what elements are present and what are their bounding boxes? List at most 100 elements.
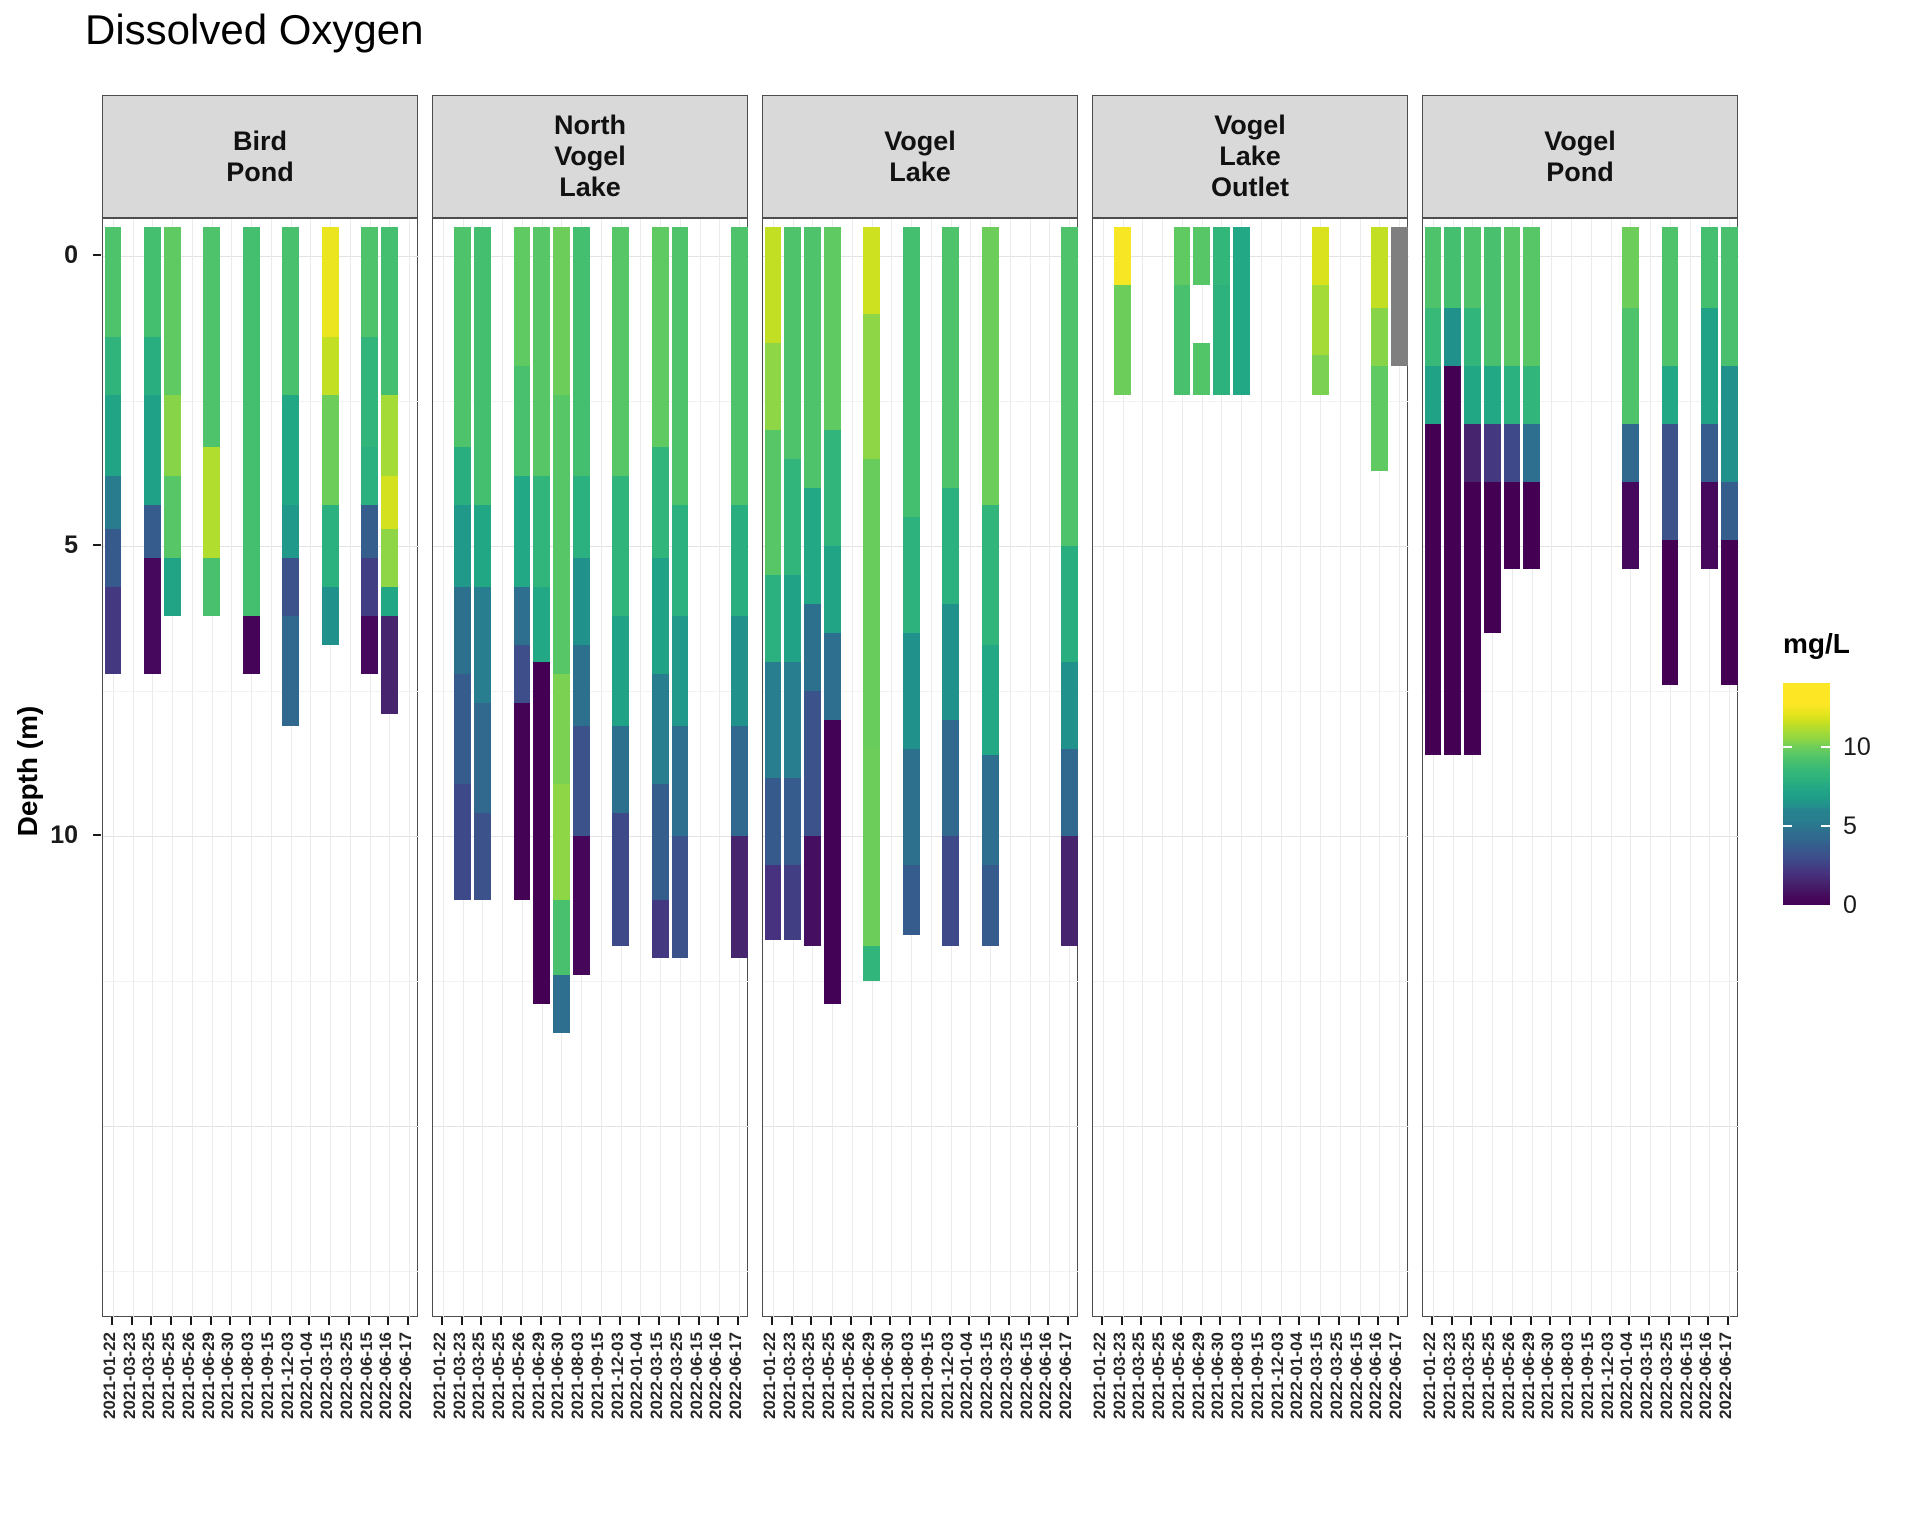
- bar-segment: [361, 557, 378, 616]
- x-tick-mark: [1687, 1317, 1690, 1325]
- bar-segment: [902, 227, 920, 517]
- gridline-vertical: [1709, 219, 1711, 1318]
- x-tick-mark: [1357, 1317, 1360, 1325]
- gridline-vertical: [330, 219, 332, 1318]
- bar-segment: [764, 778, 782, 865]
- gridline-vertical: [251, 219, 253, 1318]
- x-tick-mark: [948, 1317, 951, 1325]
- x-tick-mark: [130, 1317, 133, 1325]
- legend-tick-0: 0: [1843, 891, 1857, 919]
- x-tick-label: 2021-01-22: [1419, 1332, 1439, 1419]
- bar-segment: [612, 227, 629, 477]
- bar-segment: [1424, 366, 1442, 425]
- x-tick-label: 2022-01-04: [957, 1332, 977, 1419]
- gridline-vertical: [1162, 219, 1164, 1318]
- x-tick-label: 2022-01-04: [1617, 1332, 1637, 1419]
- bar-segment: [863, 314, 880, 459]
- gridline-vertical: [930, 219, 932, 1318]
- gridline-vertical: [1689, 219, 1691, 1318]
- x-tick-mark: [1298, 1317, 1301, 1325]
- bar-segment: [321, 395, 339, 506]
- gridline-vertical: [851, 219, 853, 1318]
- x-tick-label: 2021-06-30: [1538, 1332, 1558, 1419]
- gridline-major: [433, 256, 749, 257]
- gridline-major: [433, 1126, 749, 1127]
- gridline-vertical: [112, 219, 114, 1318]
- x-tick-mark: [367, 1317, 370, 1325]
- gridline-vertical: [1610, 219, 1612, 1318]
- bar-segment: [533, 227, 550, 477]
- bar-segment: [1503, 424, 1521, 483]
- bar-segment: [671, 505, 689, 616]
- bar-segment: [784, 459, 801, 575]
- gridline-vertical: [502, 219, 504, 1318]
- x-tick-label: 2022-03-25: [666, 1332, 686, 1419]
- bar-segment: [361, 447, 378, 506]
- x-tick-label: 2021-08-03: [898, 1332, 918, 1419]
- x-tick-label: 2022-03-25: [996, 1332, 1016, 1419]
- bar-segment: [902, 865, 920, 935]
- x-tick-label: 2021-05-26: [1168, 1332, 1188, 1419]
- x-tick-mark: [1470, 1317, 1473, 1325]
- bar-segment: [474, 505, 491, 587]
- x-tick-label: 2021-09-15: [1577, 1332, 1597, 1419]
- bar-segment: [1523, 424, 1540, 483]
- bar-segment: [902, 749, 920, 865]
- gridline-vertical: [191, 219, 193, 1318]
- gridline-minor: [1423, 401, 1739, 402]
- gridline-vertical: [310, 219, 312, 1318]
- x-tick-label: 2021-12-03: [607, 1332, 627, 1419]
- x-tick-label: 2021-12-03: [1597, 1332, 1617, 1419]
- bar-segment: [1193, 343, 1210, 396]
- bar-segment: [942, 836, 959, 947]
- bar-segment: [1173, 227, 1191, 285]
- bar-segment: [1114, 285, 1131, 396]
- bar-segment: [1311, 354, 1329, 396]
- bar-segment: [981, 227, 999, 506]
- gridline-vertical: [1241, 219, 1243, 1318]
- bar-segment: [361, 505, 378, 558]
- x-tick-mark: [1667, 1317, 1670, 1325]
- facet-panel-1: [102, 218, 419, 1318]
- x-tick-label: 2022-03-15: [1637, 1332, 1657, 1419]
- bar-segment: [572, 644, 590, 726]
- x-tick-label: 2021-05-25: [1479, 1332, 1499, 1419]
- gridline-major: [103, 1126, 419, 1127]
- gridline-vertical: [1300, 219, 1302, 1318]
- gridline-vertical: [389, 219, 391, 1318]
- bar-segment: [1060, 836, 1078, 947]
- x-tick-mark: [229, 1317, 232, 1325]
- facet-panel-4: [1092, 218, 1409, 1318]
- gridline-major: [103, 546, 419, 547]
- x-tick-label: 2021-03-25: [1129, 1332, 1149, 1419]
- x-tick-label: 2021-09-15: [257, 1332, 277, 1419]
- bar-segment: [612, 725, 629, 813]
- x-tick-label: 2022-03-15: [977, 1332, 997, 1419]
- y-tick-mark: [93, 834, 101, 836]
- x-tick-label: 2021-05-26: [178, 1332, 198, 1419]
- bar-segment: [651, 673, 669, 784]
- x-tick-mark: [658, 1317, 661, 1325]
- gridline-minor: [763, 401, 1079, 402]
- gridline-minor: [1423, 1271, 1739, 1272]
- legend-tick-mark: [1821, 746, 1830, 748]
- bar-segment: [1661, 366, 1679, 425]
- gridline-major: [763, 836, 1079, 837]
- bar-segment: [612, 812, 629, 947]
- bar-segment: [784, 662, 801, 778]
- x-tick-label: 2022-06-17: [1386, 1332, 1406, 1419]
- x-tick-mark: [150, 1317, 153, 1325]
- x-tick-label: 2021-01-22: [1089, 1332, 1109, 1419]
- x-tick-mark: [1179, 1317, 1182, 1325]
- x-tick-mark: [889, 1317, 892, 1325]
- x-tick-mark: [1100, 1317, 1103, 1325]
- bar-segment: [612, 476, 629, 616]
- bar-segment: [671, 227, 689, 506]
- x-tick-label: 2021-06-30: [218, 1332, 238, 1419]
- gridline-major: [1423, 1126, 1739, 1127]
- y-tick-10: 10: [50, 821, 78, 849]
- gridline-vertical: [369, 219, 371, 1318]
- bar-segment: [321, 337, 339, 396]
- legend-title: mg/L: [1783, 628, 1850, 659]
- x-tick-mark: [810, 1317, 813, 1325]
